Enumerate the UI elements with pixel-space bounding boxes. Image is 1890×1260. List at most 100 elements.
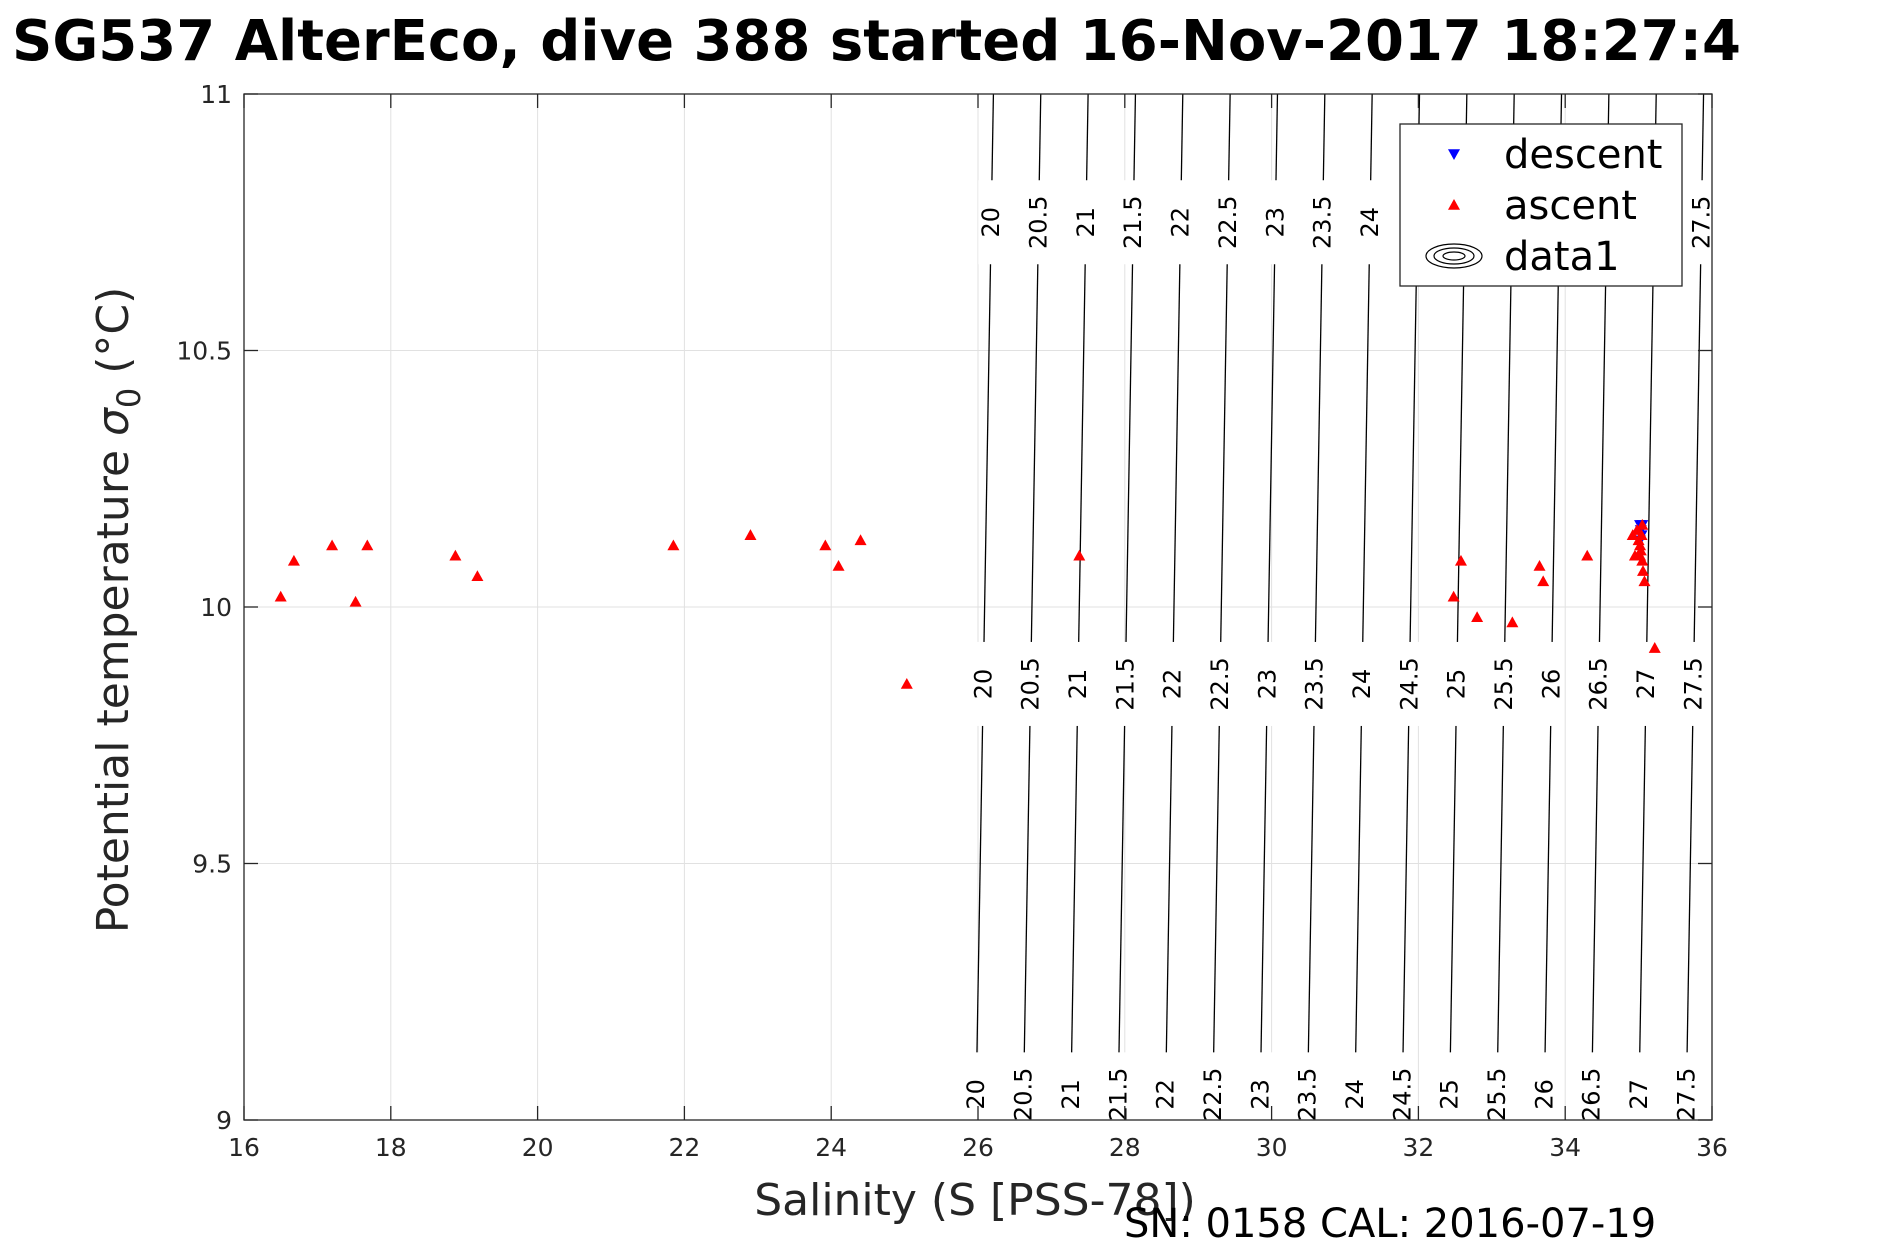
contour-label-mask (970, 641, 997, 726)
contour-label: 27.5 (1672, 1068, 1700, 1121)
contour-label-mask (1484, 1052, 1511, 1137)
contour-label: 27 (1625, 1079, 1653, 1110)
contour-label: 22.5 (1199, 1068, 1227, 1121)
ascent-marker (1648, 642, 1661, 653)
x-tick-label: 26 (962, 1133, 994, 1162)
ascent-marker (449, 549, 462, 561)
contour-label-mask (1356, 180, 1383, 265)
ascent-marker (1581, 549, 1594, 561)
contour-label: 24 (1356, 207, 1384, 238)
contour-label-mask (1294, 1052, 1321, 1137)
isopycnal-contour (1685, 93, 1705, 1121)
contour-label-mask (1443, 641, 1470, 726)
contour-label-mask (1010, 1052, 1037, 1137)
contour-label-mask (1112, 641, 1139, 726)
contour-label-mask (1309, 180, 1336, 265)
legend-descent-marker (1448, 149, 1460, 160)
contour-label-mask (1167, 180, 1194, 265)
y-tick-label: 11 (200, 80, 232, 109)
ascent-marker (1634, 544, 1647, 556)
ascent-marker (1635, 529, 1648, 540)
contour-label-mask (1206, 641, 1233, 726)
legend-label: descent (1504, 132, 1662, 178)
contour-label-mask (1538, 641, 1565, 726)
y-tick-label: 9 (216, 1106, 232, 1135)
contour-label-mask (1578, 1052, 1605, 1137)
contour-label-mask (1585, 641, 1612, 726)
contour-label: 20.5 (1025, 196, 1053, 249)
contour-label: 23.5 (1309, 196, 1337, 249)
contour-label: 25.5 (1490, 657, 1518, 710)
contour-label-mask (1396, 641, 1423, 726)
contour-label: 22.5 (1214, 196, 1242, 249)
contour-label: 26 (1530, 1079, 1558, 1110)
contour-label-mask (1064, 641, 1091, 726)
contour-label: 20 (969, 669, 997, 700)
legend-label: ascent (1504, 183, 1637, 229)
contour-label-mask (1105, 1052, 1132, 1137)
x-tick-label: 28 (1109, 1133, 1141, 1162)
isopycnal-contour (1306, 93, 1326, 1121)
isopycnal-contour (1069, 93, 1089, 1121)
y-axis-label: Potential temperature σ0 (°C) (88, 287, 148, 934)
contour-label-mask (978, 180, 1005, 265)
ascent-marker (326, 539, 339, 551)
y-tick-label: 10.5 (176, 337, 232, 366)
contour-label-mask (1680, 641, 1707, 726)
ascent-marker (1537, 575, 1550, 587)
ascent-marker (744, 529, 757, 540)
contour-label-mask (1491, 641, 1518, 726)
x-tick-label: 36 (1696, 1133, 1728, 1162)
x-tick-label: 24 (815, 1133, 847, 1162)
contour-label: 26.5 (1585, 657, 1613, 710)
contour-label-mask (1626, 1052, 1653, 1137)
contour-label: 20.5 (1010, 1068, 1038, 1121)
contour-label-mask (1301, 641, 1328, 726)
ascent-marker (832, 559, 845, 571)
contour-label: 21 (1064, 669, 1092, 700)
x-tick-label: 18 (375, 1133, 407, 1162)
x-tick-label: 16 (228, 1133, 260, 1162)
contour-label: 27 (1632, 669, 1660, 700)
contour-label: 20 (977, 207, 1005, 238)
chart-title: SG537 AlterEco, dive 388 started 16-Nov-… (12, 9, 1741, 74)
isopycnal-contour (975, 93, 995, 1121)
contour-label-mask (1159, 641, 1186, 726)
ascent-marker (1638, 575, 1651, 587)
ascent-marker (1506, 616, 1519, 628)
contour-label: 25.5 (1483, 1068, 1511, 1121)
x-tick-label: 32 (1402, 1133, 1434, 1162)
contour-label-mask (1199, 1052, 1226, 1137)
contour-label: 21 (1057, 1079, 1085, 1110)
ascent-marker (1637, 565, 1650, 576)
contour-label: 23.5 (1301, 657, 1329, 710)
contour-label-mask (1262, 180, 1289, 265)
contour-label-mask (963, 1052, 990, 1137)
contour-label-mask (1247, 1052, 1274, 1137)
contour-label: 27.5 (1687, 196, 1715, 249)
contour-label-mask (1254, 641, 1281, 726)
y-tick-label: 10 (200, 593, 232, 622)
contour-label: 23 (1261, 207, 1289, 238)
legend-contour-swatch (1433, 247, 1475, 265)
contour-label: 24.5 (1388, 1068, 1416, 1121)
legend-ascent-marker (1448, 199, 1460, 210)
contour-label-mask (1017, 641, 1044, 726)
x-tick-label: 22 (668, 1133, 700, 1162)
ascent-marker (854, 534, 867, 546)
contour-label-mask (1633, 641, 1660, 726)
x-tick-label: 34 (1549, 1133, 1581, 1162)
ascent-marker (819, 539, 832, 551)
ascent-marker (471, 570, 484, 582)
isopycnal-contour (1353, 93, 1373, 1121)
contour-label: 22 (1152, 1079, 1180, 1110)
contour-label-mask (1072, 180, 1099, 265)
contour-label-mask (1688, 180, 1715, 265)
contour-label: 23 (1253, 669, 1281, 700)
contour-label: 27.5 (1679, 657, 1707, 710)
contour-label-mask (1436, 1052, 1463, 1137)
ascent-marker (1454, 554, 1467, 566)
contour-label-mask (1120, 180, 1147, 265)
x-tick-label: 30 (1256, 1133, 1288, 1162)
contour-label: 25 (1436, 1079, 1464, 1110)
